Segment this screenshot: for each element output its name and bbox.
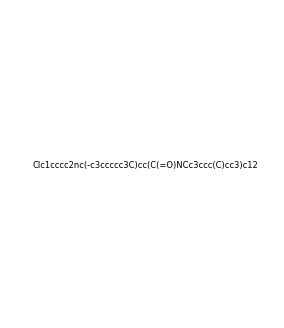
Text: Clc1cccc2nc(-c3ccccc3C)cc(C(=O)NCc3ccc(C)cc3)c12: Clc1cccc2nc(-c3ccccc3C)cc(C(=O)NCc3ccc(C… <box>33 161 258 170</box>
